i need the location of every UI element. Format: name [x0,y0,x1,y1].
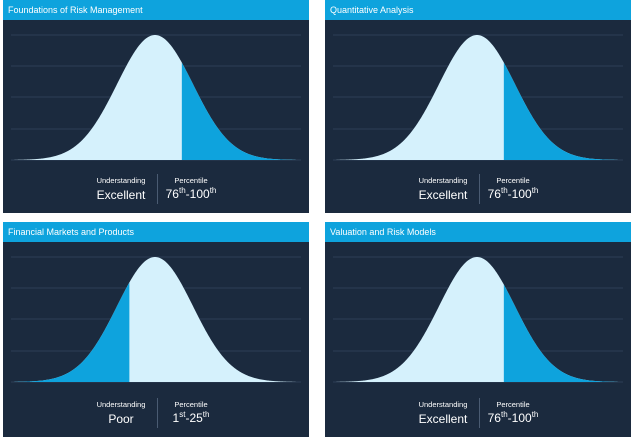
understanding-label: Understanding [418,176,468,185]
distribution-chart [333,256,623,383]
percentile-low: 76 [165,187,179,201]
percentile-high: -100 [185,187,210,201]
percentile-high-suffix: th [202,410,210,419]
percentile-low-suffix: st [179,410,186,419]
bell-curve [336,257,618,382]
percentile-high-suffix: th [209,186,217,195]
distribution-chart [11,34,301,161]
percentile-high-suffix: th [531,410,539,419]
panel-title: Valuation and Risk Models [325,222,631,242]
understanding-value: Excellent [418,412,468,426]
bell-curve [14,257,296,382]
panel: Quantitative Analysis Understanding Excell… [325,0,631,213]
percentile-label: Percentile [174,400,208,409]
panel-title: Foundations of Risk Management [3,0,309,20]
percentile-low: 1 [172,411,180,425]
percentile-low-suffix: th [500,186,508,195]
understanding-label: Understanding [96,400,146,409]
percentile-label: Percentile [496,176,530,185]
percentile-range [14,282,130,382]
percentile-label: Percentile [496,400,530,409]
panel: Valuation and Risk Models Understanding Ex… [325,222,631,437]
percentile-range [503,284,618,382]
panel-title: Financial Markets and Products [3,222,309,242]
percentile-low-suffix: th [500,410,508,419]
understanding-label: Understanding [96,176,146,185]
panel: Foundations of Risk Management Understand… [3,0,309,213]
percentile-value: 1st-25th [146,410,236,425]
bell-curve [14,35,296,160]
panel: Financial Markets and Products Understand… [3,222,309,437]
percentile-low: 76 [487,411,501,425]
percentile-value: 76th-100th [468,186,558,201]
divider [479,398,480,428]
percentile-high-suffix: th [531,186,539,195]
percentile-range [503,62,618,161]
percentile-range [181,62,296,161]
bell-curve [336,35,618,160]
distribution-chart [11,256,301,383]
percentile-high: -100 [507,187,532,201]
understanding-value: Excellent [96,188,146,202]
percentile-low-suffix: th [178,186,186,195]
panel-title: Quantitative Analysis [325,0,631,20]
understanding-value: Poor [108,412,134,426]
understanding-value: Excellent [418,188,468,202]
percentile-label: Percentile [174,176,208,185]
understanding-label: Understanding [418,400,468,409]
percentile-value: 76th-100th [468,410,558,425]
percentile-low: 76 [487,187,501,201]
percentile-high: -100 [507,411,532,425]
percentile-high: -25 [185,411,203,425]
divider [157,398,158,428]
distribution-chart [333,34,623,161]
divider [479,174,480,204]
percentile-value: 76th-100th [146,186,236,201]
divider [157,174,158,204]
